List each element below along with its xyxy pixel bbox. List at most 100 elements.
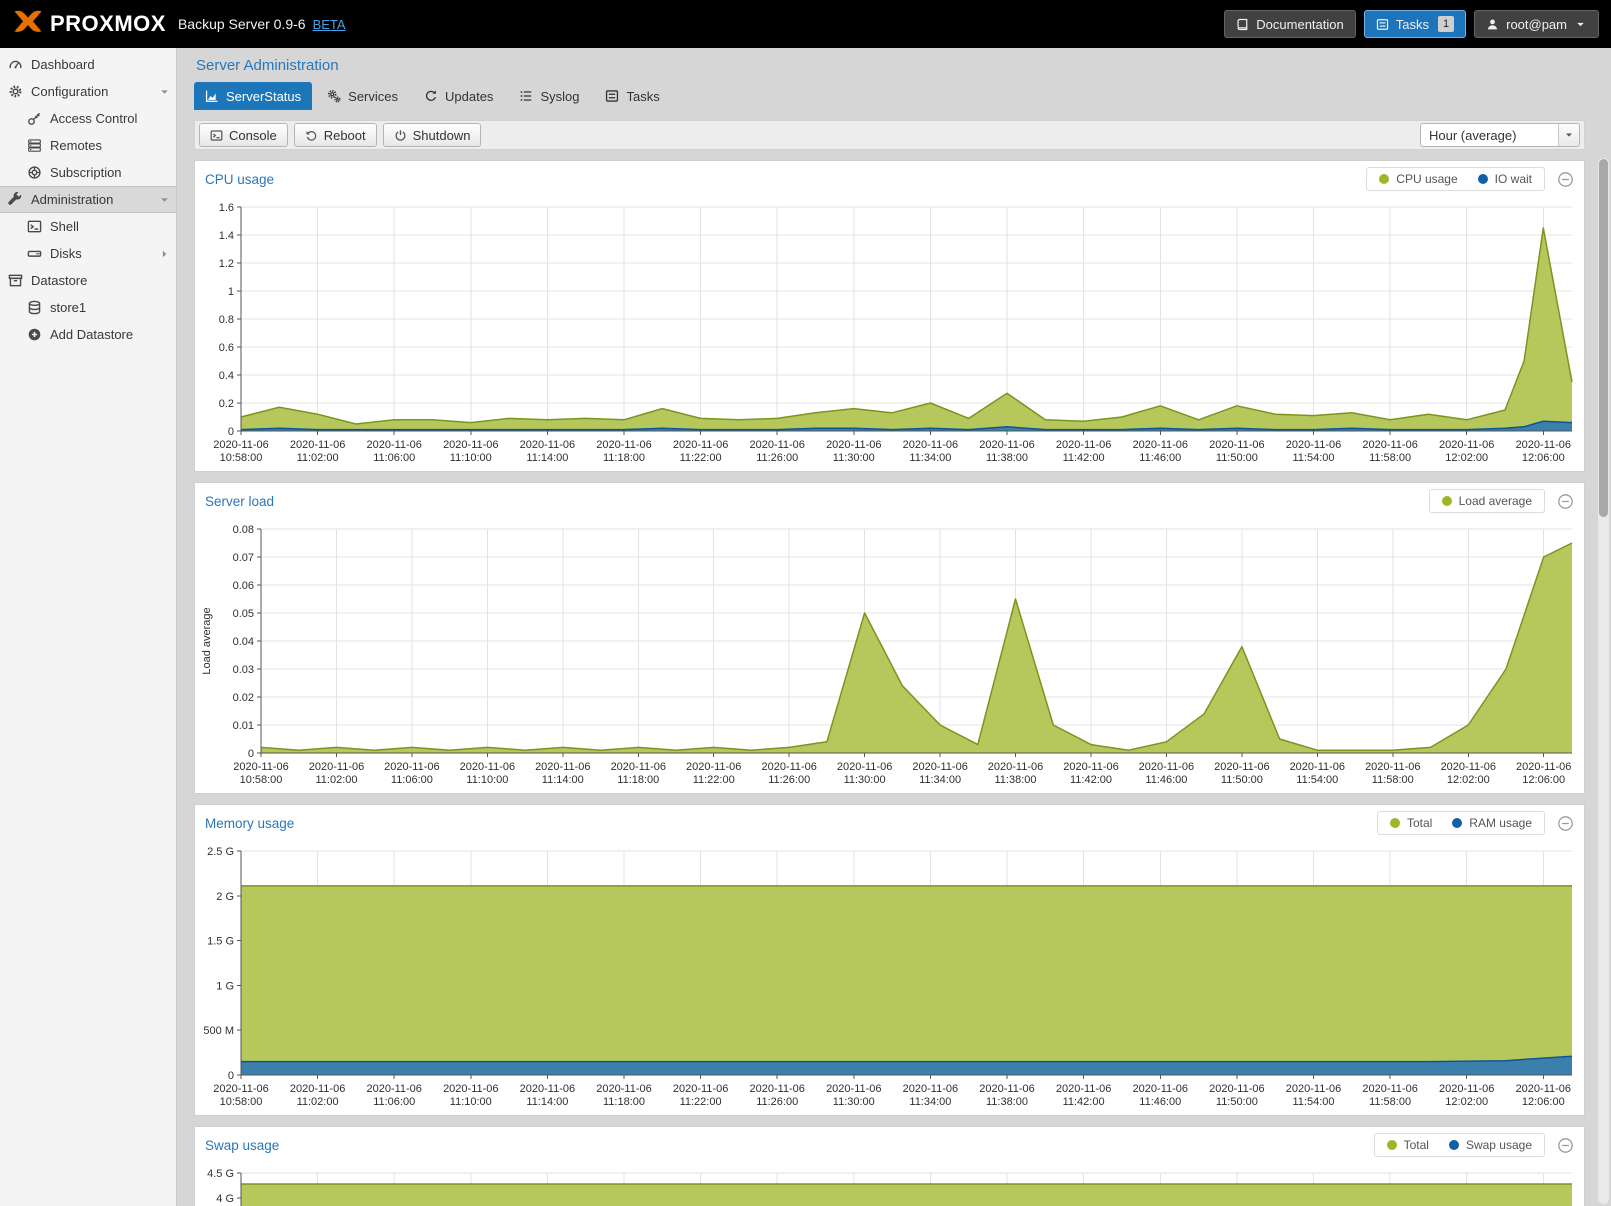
tasks-button[interactable]: Tasks 1 bbox=[1363, 10, 1467, 38]
sidebar-item-label: Configuration bbox=[31, 84, 109, 99]
svg-text:1.5 G: 1.5 G bbox=[207, 936, 234, 948]
svg-text:1.4: 1.4 bbox=[219, 230, 234, 242]
sidebar-item-store1[interactable]: store1 bbox=[0, 294, 176, 321]
collapse-chart-icon[interactable] bbox=[1557, 1137, 1574, 1154]
legend-item[interactable]: CPU usage bbox=[1379, 172, 1458, 186]
svg-text:1.2: 1.2 bbox=[219, 258, 234, 270]
sidebar-item-subscription[interactable]: Subscription bbox=[0, 159, 176, 186]
sidebar-item-configuration[interactable]: Configuration bbox=[0, 78, 176, 105]
svg-text:2020-11-06: 2020-11-06 bbox=[673, 1083, 728, 1095]
legend-item[interactable]: Load average bbox=[1441, 494, 1532, 508]
svg-text:2020-11-06: 2020-11-06 bbox=[979, 439, 1034, 451]
legend-item[interactable]: Total bbox=[1389, 816, 1432, 830]
svg-text:11:42:00: 11:42:00 bbox=[1063, 452, 1105, 464]
product-version: Backup Server 0.9-6 bbox=[177, 16, 306, 32]
documentation-button[interactable]: Documentation bbox=[1224, 10, 1356, 38]
chart-legend: CPU usage IO wait bbox=[1366, 167, 1545, 191]
sidebar-item-disks[interactable]: Disks bbox=[0, 240, 176, 267]
timeframe-value: Hour (average) bbox=[1429, 127, 1517, 143]
plus-circle-icon bbox=[27, 327, 42, 342]
caret-down-icon[interactable] bbox=[158, 193, 171, 206]
documentation-button-label: Documentation bbox=[1256, 16, 1344, 32]
server-load-chart: 0 0.01 0.02 0.03 0.04 0.05 0.06 0.07 0.08 2020-11… bbox=[201, 524, 1573, 786]
svg-text:2020-11-06: 2020-11-06 bbox=[837, 761, 892, 773]
svg-text:4 G: 4 G bbox=[216, 1193, 234, 1205]
svg-text:Load average: Load average bbox=[201, 607, 213, 674]
svg-text:11:34:00: 11:34:00 bbox=[919, 774, 961, 786]
svg-text:12:06:00: 12:06:00 bbox=[1522, 452, 1565, 464]
svg-text:0: 0 bbox=[228, 1070, 234, 1082]
svg-text:11:46:00: 11:46:00 bbox=[1139, 452, 1181, 464]
collapse-chart-icon[interactable] bbox=[1557, 493, 1574, 510]
svg-text:0.02: 0.02 bbox=[233, 692, 254, 704]
svg-text:12:06:00: 12:06:00 bbox=[1522, 1096, 1565, 1108]
panel-header: Swap usage Total Swap usage bbox=[195, 1127, 1584, 1163]
shutdown-button[interactable]: Shutdown bbox=[382, 123, 482, 147]
tasks-button-label: Tasks bbox=[1395, 16, 1429, 32]
sidebar-item-label: Add Datastore bbox=[50, 327, 134, 342]
sidebar-item-remotes[interactable]: Remotes bbox=[0, 132, 176, 159]
legend-item[interactable]: RAM usage bbox=[1452, 816, 1532, 830]
svg-text:11:58:00: 11:58:00 bbox=[1369, 1096, 1411, 1108]
vertical-scrollbar[interactable] bbox=[1598, 158, 1609, 1204]
tab-syslog[interactable]: Syslog bbox=[508, 82, 590, 110]
panel-title: CPU usage bbox=[205, 171, 275, 187]
svg-text:12:02:00: 12:02:00 bbox=[1445, 1096, 1488, 1108]
user-icon bbox=[1486, 18, 1499, 31]
svg-text:2020-11-06: 2020-11-06 bbox=[903, 439, 958, 451]
collapse-chart-icon[interactable] bbox=[1557, 815, 1574, 832]
sidebar-item-shell[interactable]: Shell bbox=[0, 213, 176, 240]
sidebar-item-add-datastore[interactable]: Add Datastore bbox=[0, 321, 176, 348]
beta-link[interactable]: BETA bbox=[312, 16, 346, 32]
user-menu-button[interactable]: root@pam bbox=[1474, 10, 1599, 38]
svg-text:12:02:00: 12:02:00 bbox=[1447, 774, 1490, 786]
sidebar-item-datastore[interactable]: Datastore bbox=[0, 267, 176, 294]
svg-text:11:10:00: 11:10:00 bbox=[450, 452, 492, 464]
timeframe-select[interactable]: Hour (average) bbox=[1420, 123, 1580, 147]
svg-text:2020-11-06: 2020-11-06 bbox=[535, 761, 590, 773]
sidebar-item-administration[interactable]: Administration bbox=[0, 186, 176, 213]
tab-label: Updates bbox=[445, 88, 494, 104]
gear-icon bbox=[8, 84, 23, 99]
sidebar-item-dashboard[interactable]: Dashboard bbox=[0, 51, 176, 78]
svg-text:2020-11-06: 2020-11-06 bbox=[213, 439, 268, 451]
database-icon bbox=[27, 300, 42, 315]
brand-text: PROXMOX bbox=[50, 11, 166, 36]
panel-header: Memory usage Total RAM usage bbox=[195, 805, 1584, 841]
svg-text:11:26:00: 11:26:00 bbox=[756, 1096, 798, 1108]
svg-text:11:30:00: 11:30:00 bbox=[833, 452, 875, 464]
chevron-down-icon[interactable] bbox=[1558, 124, 1579, 146]
legend-item[interactable]: IO wait bbox=[1477, 172, 1532, 186]
caret-right-icon[interactable] bbox=[158, 247, 171, 260]
svg-text:11:42:00: 11:42:00 bbox=[1063, 1096, 1105, 1108]
reboot-button[interactable]: Reboot bbox=[293, 123, 377, 147]
panel-header: CPU usage CPU usage IO wait bbox=[195, 161, 1584, 197]
tab-label: Services bbox=[348, 88, 399, 104]
tab-serverstatus[interactable]: ServerStatus bbox=[194, 82, 313, 110]
svg-text:0.05: 0.05 bbox=[233, 608, 254, 620]
book-icon bbox=[1236, 18, 1249, 31]
user-menu-label: root@pam bbox=[1506, 16, 1567, 32]
tab-services[interactable]: Services bbox=[316, 82, 409, 110]
scrollbar-thumb[interactable] bbox=[1599, 159, 1608, 517]
legend-item[interactable]: Swap usage bbox=[1448, 1138, 1532, 1152]
sidebar-item-access-control[interactable]: Access Control bbox=[0, 105, 176, 132]
panel-header: Server load Load average bbox=[195, 483, 1584, 519]
legend-dot bbox=[1386, 1140, 1397, 1150]
svg-text:2020-11-06: 2020-11-06 bbox=[749, 1083, 804, 1095]
svg-text:2020-11-06: 2020-11-06 bbox=[1139, 761, 1194, 773]
tab-tasks[interactable]: Tasks bbox=[594, 82, 670, 110]
collapse-chart-icon[interactable] bbox=[1557, 171, 1574, 188]
svg-text:2020-11-06: 2020-11-06 bbox=[520, 1083, 575, 1095]
legend-label: RAM usage bbox=[1469, 816, 1532, 830]
legend-item[interactable]: Total bbox=[1386, 1138, 1429, 1152]
caret-down-icon[interactable] bbox=[158, 85, 171, 98]
svg-text:11:26:00: 11:26:00 bbox=[768, 774, 810, 786]
key-icon bbox=[27, 111, 42, 126]
console-button[interactable]: Console bbox=[199, 123, 288, 147]
tab-updates[interactable]: Updates bbox=[413, 82, 504, 110]
sidebar-item-label: Shell bbox=[50, 219, 79, 234]
svg-text:2020-11-06: 2020-11-06 bbox=[1365, 761, 1420, 773]
top-bar: PROXMOX Backup Server 0.9-6 BETA Documen… bbox=[0, 0, 1611, 48]
chart-area-icon bbox=[205, 89, 219, 103]
